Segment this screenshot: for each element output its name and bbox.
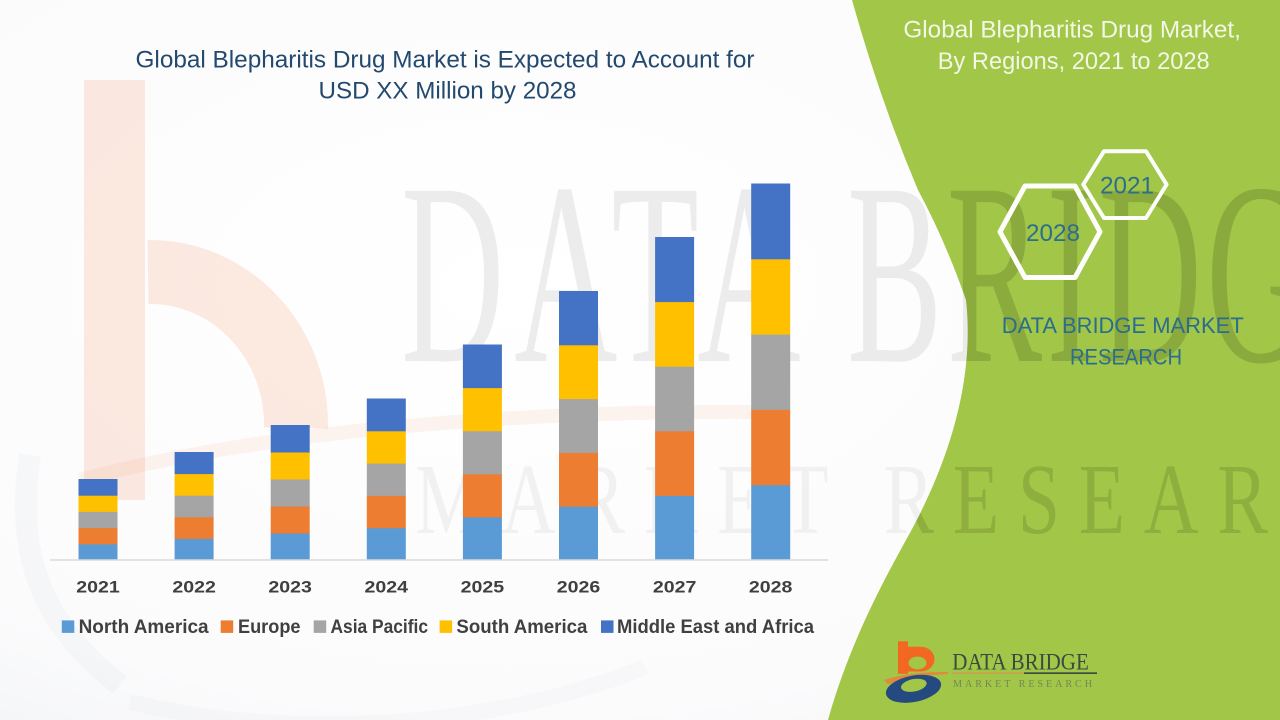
svg-text:BRIDGE: BRIDGE (847, 131, 1280, 418)
svg-text:DATA: DATA (401, 131, 810, 418)
svg-text:2023: 2023 (268, 578, 312, 597)
svg-text:Global Blepharitis Drug Market: Global Blepharitis Drug Market, (903, 17, 1241, 44)
svg-text:MARKET RESEARCH: MARKET RESEARCH (953, 679, 1095, 690)
svg-text:Middle East and Africa: Middle East and Africa (617, 617, 814, 638)
svg-text:USD XX Million by 2028: USD XX Million by 2028 (319, 78, 577, 105)
svg-text:2022: 2022 (172, 578, 216, 597)
svg-text:DATA BRIDGE MARKET: DATA BRIDGE MARKET (1002, 313, 1244, 338)
svg-text:2028: 2028 (749, 578, 793, 597)
svg-text:2025: 2025 (461, 578, 505, 597)
svg-text:2024: 2024 (365, 578, 409, 597)
svg-text:2028: 2028 (1026, 220, 1080, 247)
svg-text:2027: 2027 (653, 578, 697, 597)
svg-text:2026: 2026 (557, 578, 601, 597)
svg-text:RESEARCH: RESEARCH (1070, 345, 1182, 370)
svg-text:2021: 2021 (76, 578, 120, 597)
svg-text:DATA BRIDGE: DATA BRIDGE (952, 649, 1089, 674)
svg-text:Global Blepharitis Drug Market: Global Blepharitis Drug Market is Expect… (136, 46, 755, 73)
svg-text:2021: 2021 (1100, 173, 1154, 200)
svg-text:Europe: Europe (238, 617, 301, 638)
svg-text:South America: South America (456, 617, 587, 638)
svg-text:Asia Pacific: Asia Pacific (331, 617, 429, 638)
svg-text:By Regions, 2021 to 2028: By Regions, 2021 to 2028 (938, 48, 1210, 75)
svg-text:North America: North America (79, 617, 209, 638)
